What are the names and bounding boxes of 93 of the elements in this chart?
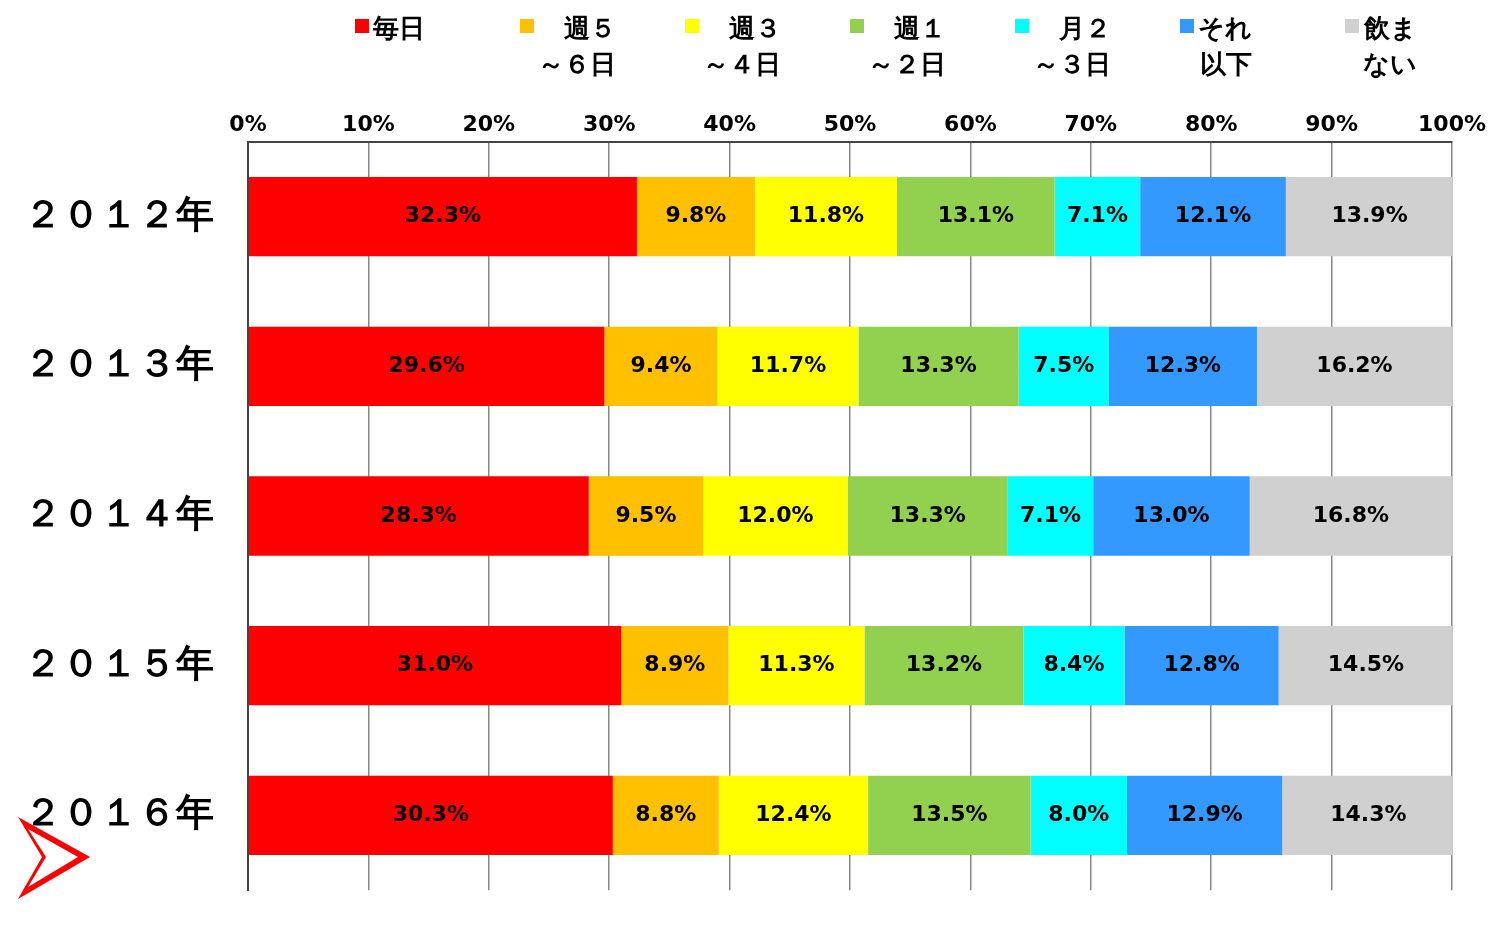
data-label: 9.4% [630, 352, 692, 378]
data-label: 11.7% [749, 352, 827, 378]
bar [588, 476, 704, 556]
bar [1108, 326, 1257, 406]
bar [728, 626, 865, 706]
x-tick-label: 10% [342, 111, 395, 137]
data-label: 8.4% [1043, 651, 1105, 677]
legend-label: それ以下 [1198, 13, 1252, 79]
bar [864, 626, 1024, 706]
bar [1126, 775, 1283, 856]
bar [1249, 476, 1453, 556]
data-label: 13.3% [889, 501, 966, 527]
data-label: 7.1% [1066, 202, 1128, 228]
bar [1093, 476, 1250, 556]
data-label: 12.1% [1174, 202, 1252, 228]
data-label: 30.3% [392, 801, 469, 827]
data-label: 14.5% [1327, 651, 1405, 677]
data-label: 12.3% [1144, 352, 1222, 378]
data-label: 9.8% [665, 202, 727, 228]
data-label: 8.8% [635, 801, 697, 827]
legend-label: 週１～２日 [868, 13, 946, 79]
bar [1140, 176, 1286, 257]
x-tick-label: 20% [462, 111, 516, 137]
data-label: 12.9% [1166, 801, 1243, 827]
data-label: 12.8% [1163, 651, 1240, 677]
y-tick-label: ２０１３年 [24, 341, 214, 386]
bar [847, 476, 1008, 556]
bar [718, 775, 869, 856]
data-label: 13.5% [911, 801, 988, 827]
legend-label: 毎日 [373, 13, 425, 43]
legend-label: 月２～３日 [1033, 13, 1111, 79]
x-tick-label: 0% [229, 111, 267, 137]
bar [1054, 176, 1141, 257]
bar [858, 326, 1019, 406]
bar [754, 176, 897, 257]
data-label: 11.3% [758, 651, 835, 677]
data-label: 13.0% [1133, 501, 1210, 527]
bar [868, 775, 1031, 856]
data-label: 9.5% [615, 501, 677, 527]
x-tick-label: 100% [1418, 111, 1486, 137]
data-label: 16.8% [1312, 501, 1390, 527]
data-label: 16.2% [1316, 352, 1393, 378]
x-tick-label: 50% [823, 111, 877, 137]
x-tick-label: 90% [1305, 111, 1358, 137]
y-tick-label: ２０１６年 [24, 790, 214, 835]
bar [1285, 176, 1453, 257]
bar [248, 775, 613, 856]
data-label: 8.0% [1048, 801, 1110, 827]
data-label: 7.5% [1033, 352, 1095, 378]
data-label: 14.3% [1330, 801, 1407, 827]
y-tick-label: ２０１４年 [24, 490, 214, 535]
legend-label: 週３～４日 [703, 13, 781, 79]
bar [896, 176, 1055, 257]
x-tick-label: 60% [944, 111, 997, 137]
bar [703, 476, 848, 556]
data-label: 13.3% [900, 352, 977, 378]
bar [1030, 775, 1127, 856]
bar [248, 626, 622, 706]
bar [248, 476, 589, 556]
bar [621, 626, 729, 706]
data-label: 11.8% [787, 202, 865, 228]
data-label: 13.1% [937, 202, 1014, 228]
legend-label: 週５～６日 [538, 13, 616, 79]
data-label: 13.2% [905, 651, 983, 677]
x-tick-label: 80% [1184, 111, 1238, 137]
x-tick-label: 40% [703, 111, 756, 137]
bar [717, 326, 859, 406]
data-label: 31.0% [396, 651, 474, 677]
data-label: 13.9% [1331, 202, 1408, 228]
bar [248, 326, 605, 406]
data-label: 32.3% [404, 202, 481, 228]
bar [248, 176, 637, 257]
bar [1256, 326, 1453, 406]
bar [1007, 476, 1094, 556]
x-tick-label: 70% [1064, 111, 1118, 137]
data-label: 12.4% [755, 801, 832, 827]
bar [1018, 326, 1109, 406]
bar [604, 326, 718, 406]
bar [612, 775, 719, 856]
legend-label: 飲まない [1363, 13, 1417, 79]
y-tick-label: ２０１５年 [24, 640, 214, 685]
data-label: 29.6% [388, 352, 465, 378]
bar [1124, 626, 1279, 706]
data-label: 28.3% [380, 501, 457, 527]
data-label: 12.0% [737, 501, 814, 527]
bar [1278, 626, 1453, 706]
bar [1023, 626, 1125, 706]
x-tick-label: 30% [582, 111, 636, 137]
y-tick-label: ２０１２年 [24, 191, 214, 236]
data-label: 8.9% [644, 651, 706, 677]
bar [636, 176, 755, 257]
data-label: 7.1% [1019, 501, 1081, 527]
bar [1282, 775, 1453, 856]
